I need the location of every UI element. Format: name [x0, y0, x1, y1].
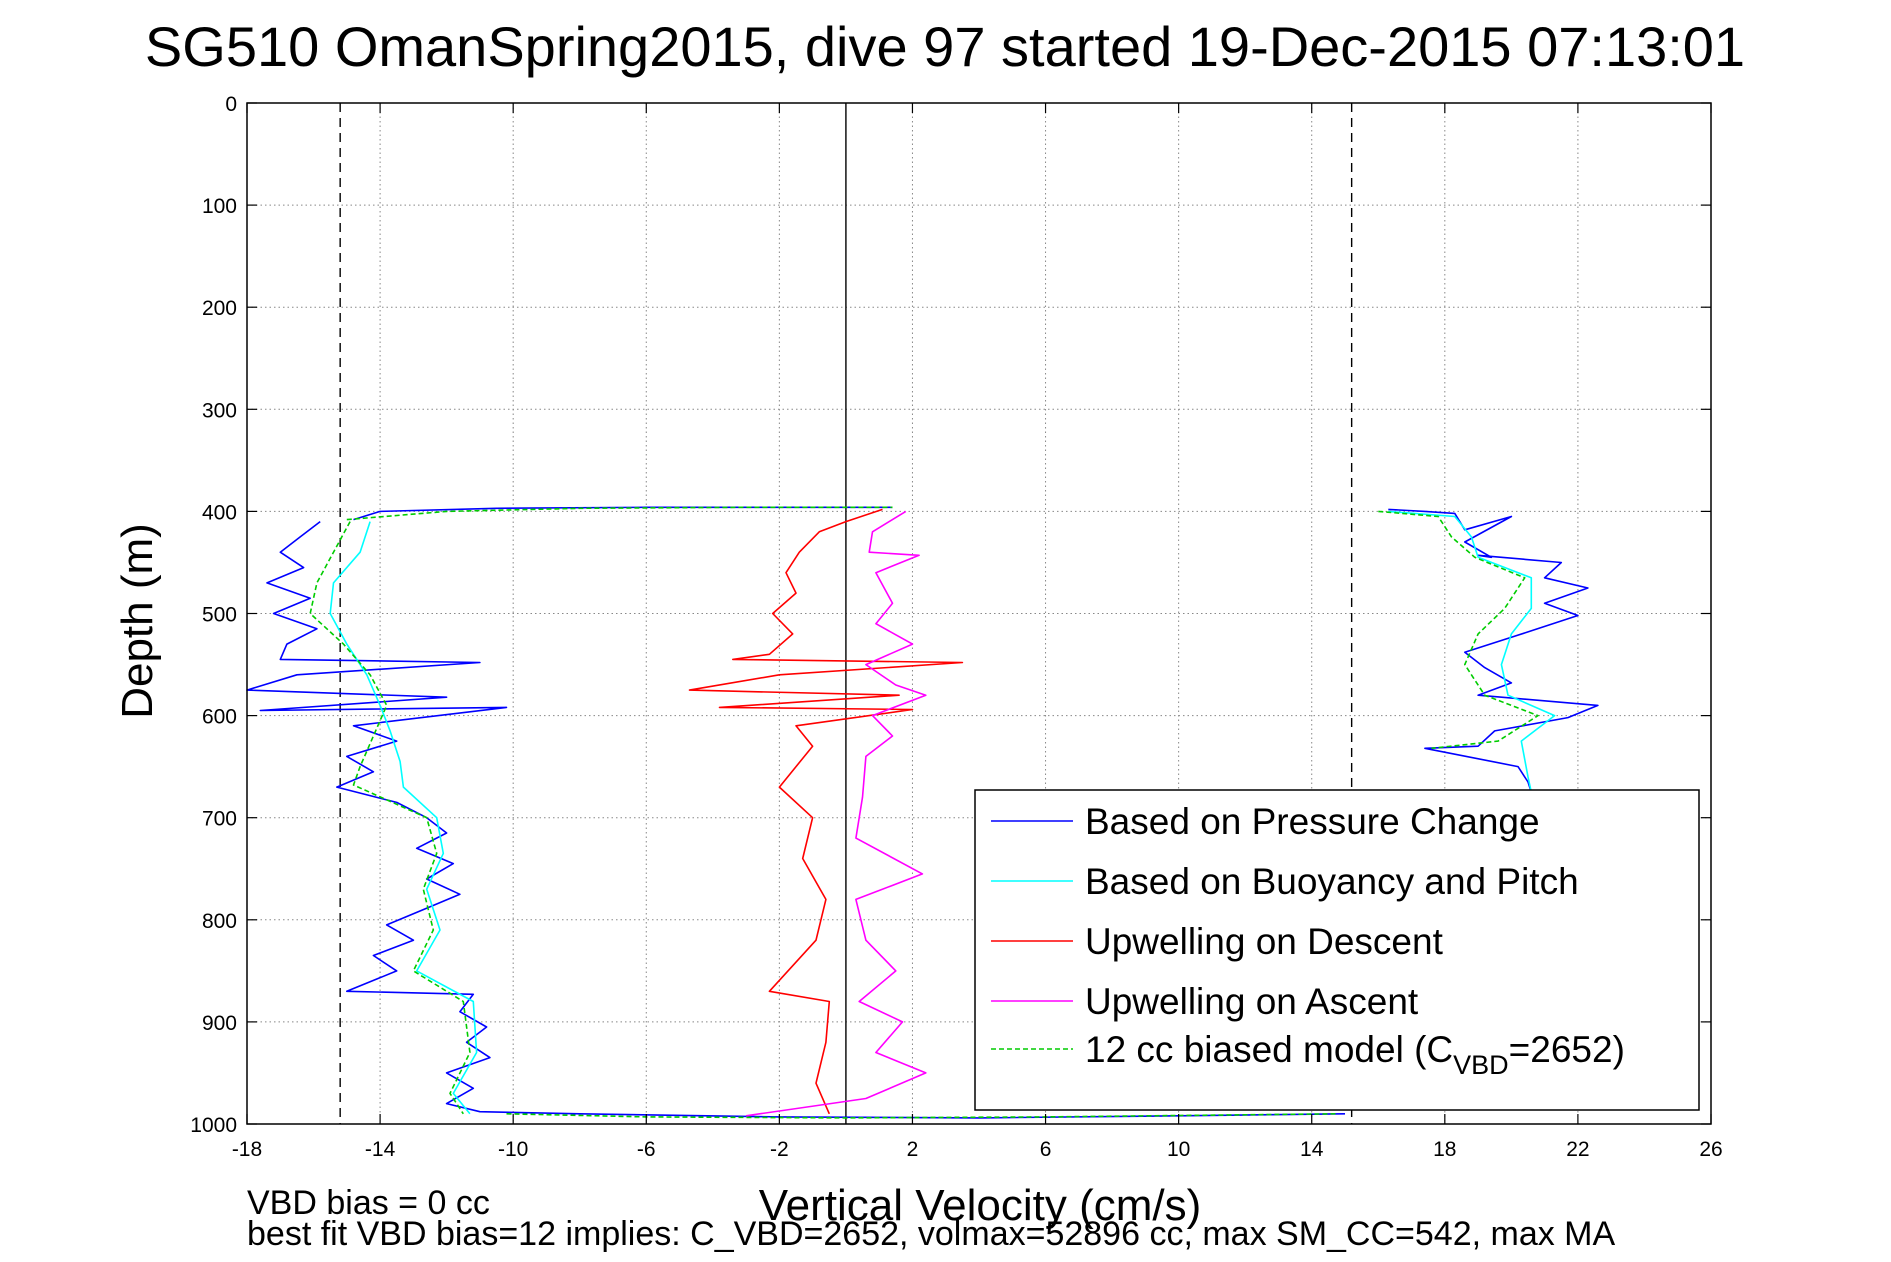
chart-title: SG510 OmanSpring2015, dive 97 started 19… [145, 15, 1745, 78]
x-tick-label: 6 [1040, 1138, 1052, 1161]
x-tick-label: 22 [1566, 1138, 1589, 1161]
legend-label: Upwelling on Descent [1085, 921, 1444, 962]
y-axis-label: Depth (m) [113, 523, 162, 719]
y-tick-label: 0 [225, 93, 237, 116]
y-tick-label: 300 [202, 399, 237, 422]
y-tick-label: 700 [202, 808, 237, 831]
y-tick-label: 1000 [190, 1114, 237, 1137]
x-tick-label: -10 [498, 1138, 528, 1161]
legend-label: Based on Pressure Change [1085, 801, 1540, 842]
x-tick-label: -18 [232, 1138, 262, 1161]
legend-label: Based on Buoyancy and Pitch [1085, 861, 1579, 902]
series-line-based-on-pressure-change [1388, 508, 1599, 793]
footer-line-1: VBD bias = 0 cc [247, 1184, 490, 1222]
series-line-based-on-buoyancy-and-pitch [329, 521, 478, 1115]
x-axis-label: Vertical Velocity (cm/s) [759, 1181, 1202, 1230]
series-line-upwelling-on-ascent [745, 510, 927, 1117]
y-tick-label: 100 [202, 195, 237, 218]
series-line-upwelling-on-descent [688, 508, 964, 1115]
x-tick-label: 26 [1699, 1138, 1722, 1161]
y-tick-label: 600 [202, 706, 237, 729]
y-tick-label: 400 [202, 501, 237, 524]
x-tick-label: 14 [1300, 1138, 1324, 1161]
y-tick-label: 800 [202, 910, 237, 933]
series-line-12-cc-biased-model-c [1378, 510, 1539, 750]
footer-line-2: best fit VBD bias=12 implies: C_VBD=2652… [247, 1215, 1616, 1253]
x-tick-label: 2 [907, 1138, 919, 1161]
axis-ticks: -18 -14 -10 -6 -2 2 6 10 14 18 22 26010020030040050… [190, 93, 1722, 1161]
series-line-12-cc-biased-model-c [346, 506, 893, 521]
series-line-based-on-buoyancy-and-pitch [1388, 510, 1556, 793]
x-tick-label: 10 [1167, 1138, 1190, 1161]
x-tick-label: -14 [365, 1138, 396, 1161]
x-tick-label: 18 [1433, 1138, 1456, 1161]
legend-box [974, 789, 1700, 1111]
y-tick-label: 900 [202, 1012, 237, 1035]
legend-label: 12 cc biased model (CVBD=2652) [1085, 1029, 1625, 1080]
series-line-based-on-pressure-change [246, 520, 1346, 1119]
x-tick-label: -6 [637, 1138, 656, 1161]
series-layer [246, 506, 1599, 1119]
x-tick-label: -2 [770, 1138, 789, 1161]
reference-lines [339, 103, 1353, 1124]
series-line-12-cc-biased-model-c [309, 521, 471, 1115]
y-tick-label: 500 [202, 604, 237, 627]
legend-label: Upwelling on Ascent [1085, 981, 1419, 1022]
series-line-12-cc-biased-model-c [506, 1113, 1339, 1119]
series-line-based-on-pressure-change [353, 506, 893, 521]
legend: Based on Pressure Change Based on Buoyanc… [974, 789, 1700, 1111]
y-tick-label: 200 [202, 297, 237, 320]
